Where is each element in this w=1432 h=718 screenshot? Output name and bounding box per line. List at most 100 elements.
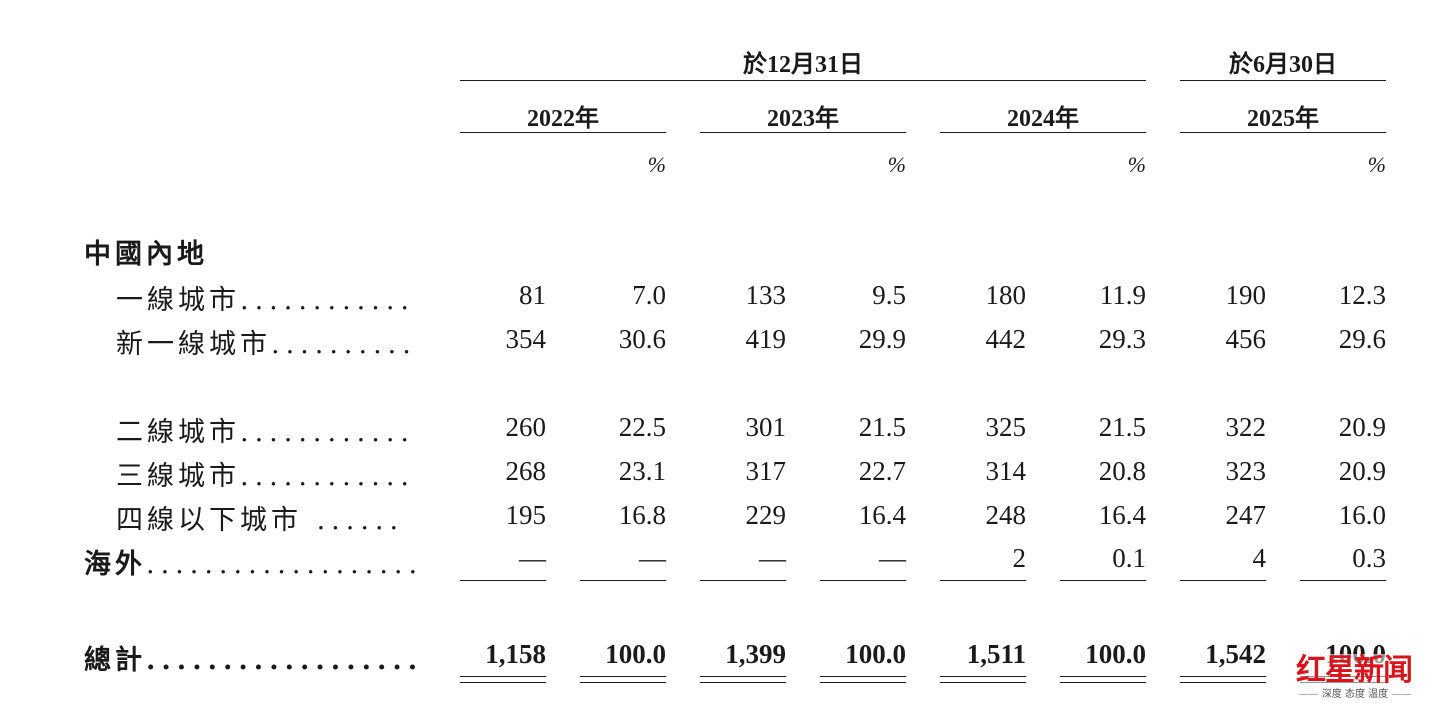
cell-value: 354 bbox=[505, 324, 547, 354]
cell-pct: 9.5 bbox=[872, 280, 906, 310]
total-double-rule-bottom bbox=[460, 682, 546, 683]
cell-value: 456 bbox=[1225, 324, 1267, 354]
row-label-text: 三線城市 bbox=[116, 461, 240, 492]
year-header-2023: 2023年 bbox=[767, 106, 839, 132]
leader-dots: ...... bbox=[302, 505, 405, 536]
cell-value: 325 bbox=[985, 412, 1027, 442]
year-underline-2022 bbox=[460, 132, 666, 133]
row-label-text: 海外 bbox=[84, 549, 146, 580]
subtotal-rule bbox=[1180, 580, 1266, 581]
cell-pct: 21.5 bbox=[1098, 412, 1146, 442]
subtotal-rule bbox=[1300, 580, 1386, 581]
row-label-tier1: 一線城市............ bbox=[116, 278, 415, 317]
row-label-tier3: 三線城市............ bbox=[116, 454, 415, 493]
cell-pct: 22.5 bbox=[618, 412, 666, 442]
cell-value: 268 bbox=[505, 456, 547, 486]
pct-symbol-2025: % bbox=[1367, 152, 1386, 177]
total-double-rule-top bbox=[700, 676, 786, 677]
cell-pct: 12.3 bbox=[1338, 280, 1386, 310]
cell-value: 4 bbox=[1252, 543, 1267, 573]
cell-pct: — bbox=[639, 543, 666, 573]
total-pct: 100.0 bbox=[1085, 639, 1146, 669]
cell-pct: 21.5 bbox=[858, 412, 906, 442]
watermark-subtitle: —— 深度 态度 温度 —— bbox=[1298, 689, 1412, 700]
total-double-rule-bottom bbox=[820, 682, 906, 683]
total-double-rule-bottom bbox=[580, 682, 666, 683]
row-label-text: 二線城市 bbox=[116, 417, 240, 448]
cell-value: 322 bbox=[1225, 412, 1267, 442]
cell-value: 317 bbox=[745, 456, 787, 486]
year-underline-2025 bbox=[1180, 132, 1386, 133]
total-double-rule-bottom bbox=[700, 682, 786, 683]
total-double-rule-top bbox=[580, 676, 666, 677]
cell-value: 180 bbox=[985, 280, 1027, 310]
pct-symbol-2022: % bbox=[647, 152, 666, 177]
year-header-2025: 2025年 bbox=[1247, 106, 1319, 132]
total-double-rule-top bbox=[460, 676, 546, 677]
pct-symbol-2024: % bbox=[1127, 152, 1146, 177]
cell-value: 248 bbox=[985, 500, 1027, 530]
total-pct: 100.0 bbox=[605, 639, 666, 669]
row-label-new-tier1: 新一線城市.......... bbox=[116, 322, 417, 361]
watermark-logo: 红星新闻 —— 深度 态度 温度 —— bbox=[1296, 654, 1426, 710]
cell-value: — bbox=[759, 543, 786, 573]
cell-pct: 16.4 bbox=[1098, 500, 1146, 530]
row-label-total: 總計.................. bbox=[84, 638, 423, 677]
cell-pct: 23.1 bbox=[618, 456, 666, 486]
subtotal-rule bbox=[820, 580, 906, 581]
total-double-rule-top bbox=[820, 676, 906, 677]
total-value: 1,158 bbox=[485, 639, 546, 669]
total-value: 1,399 bbox=[725, 639, 786, 669]
cell-value: 133 bbox=[745, 280, 787, 310]
cell-value: 247 bbox=[1225, 500, 1267, 530]
total-double-rule-top bbox=[940, 676, 1026, 677]
cell-pct: 16.4 bbox=[858, 500, 906, 530]
cell-pct: 20.8 bbox=[1098, 456, 1146, 486]
period-header-dec31: 於12月31日 bbox=[743, 52, 863, 78]
row-label-text: 一線城市 bbox=[116, 285, 240, 316]
period-underline-dec31 bbox=[460, 80, 1146, 81]
cell-value: 260 bbox=[505, 412, 547, 442]
cell-value: 301 bbox=[745, 412, 787, 442]
cell-value: 190 bbox=[1225, 280, 1267, 310]
cell-pct: 16.8 bbox=[618, 500, 666, 530]
cell-value: 2 bbox=[1012, 543, 1027, 573]
leader-dots: ............ bbox=[240, 417, 415, 448]
cell-value: 323 bbox=[1225, 456, 1267, 486]
total-value: 1,511 bbox=[966, 639, 1026, 669]
cell-pct: 11.9 bbox=[1099, 280, 1146, 310]
cell-value: 81 bbox=[519, 280, 546, 310]
leader-dots: ................... bbox=[146, 549, 424, 580]
row-label-text: 新一線城市 bbox=[116, 329, 271, 360]
cell-pct: 20.9 bbox=[1338, 456, 1386, 486]
total-double-rule-bottom bbox=[940, 682, 1026, 683]
leader-dots: .......... bbox=[271, 329, 417, 360]
year-underline-2024 bbox=[940, 132, 1146, 133]
pct-symbol-2023: % bbox=[887, 152, 906, 177]
cell-pct: 7.0 bbox=[632, 280, 666, 310]
leader-dots: ............ bbox=[240, 285, 415, 316]
leader-dots: .................. bbox=[146, 645, 424, 676]
cell-pct: 29.6 bbox=[1338, 324, 1386, 354]
subtotal-rule bbox=[1060, 580, 1146, 581]
subtotal-rule bbox=[460, 580, 546, 581]
row-label-tier4-below: 四線以下城市 ...... bbox=[116, 498, 404, 537]
total-double-rule-top bbox=[1060, 676, 1146, 677]
cell-pct: 29.3 bbox=[1098, 324, 1146, 354]
cell-value: 419 bbox=[745, 324, 787, 354]
subtotal-rule bbox=[580, 580, 666, 581]
year-header-2022: 2022年 bbox=[527, 106, 599, 132]
watermark-slogan: 深度 态度 温度 bbox=[1321, 689, 1389, 700]
year-header-2024: 2024年 bbox=[1007, 106, 1079, 132]
row-label-text: 四線以下城市 bbox=[116, 505, 302, 536]
period-header-jun30: 於6月30日 bbox=[1229, 52, 1337, 78]
total-double-rule-top bbox=[1180, 676, 1266, 677]
cell-pct: 0.3 bbox=[1352, 543, 1386, 573]
total-double-rule-bottom bbox=[1180, 682, 1266, 683]
cell-value: 195 bbox=[505, 500, 547, 530]
row-label-tier2: 二線城市............ bbox=[116, 410, 415, 449]
period-underline-jun30 bbox=[1180, 80, 1386, 81]
cell-pct: 0.1 bbox=[1112, 543, 1146, 573]
total-double-rule-bottom bbox=[1060, 682, 1146, 683]
watermark-title: 红星新闻 bbox=[1296, 653, 1413, 688]
